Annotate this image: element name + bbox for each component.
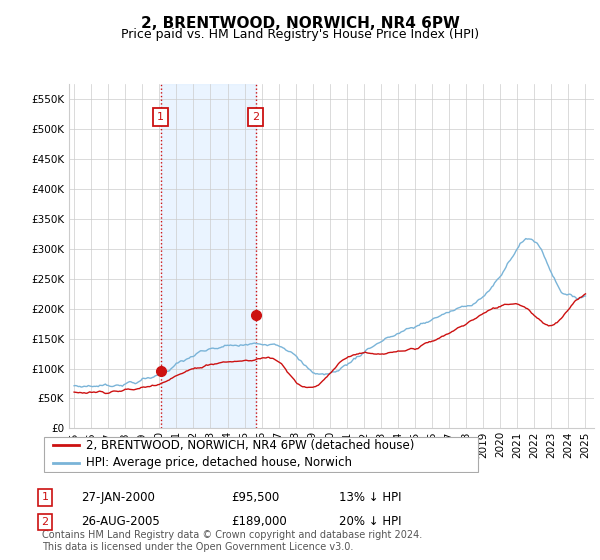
- Text: 2: 2: [41, 517, 49, 527]
- Bar: [161, 84, 256, 428]
- Text: 2, BRENTWOOD, NORWICH, NR4 6PW: 2, BRENTWOOD, NORWICH, NR4 6PW: [140, 16, 460, 31]
- Text: 13% ↓ HPI: 13% ↓ HPI: [339, 491, 401, 504]
- Text: 1: 1: [157, 112, 164, 122]
- Text: 2: 2: [252, 112, 259, 122]
- Text: Contains HM Land Registry data © Crown copyright and database right 2024.
This d: Contains HM Land Registry data © Crown c…: [42, 530, 422, 552]
- Text: 20% ↓ HPI: 20% ↓ HPI: [339, 515, 401, 529]
- Text: 27-JAN-2000: 27-JAN-2000: [81, 491, 155, 504]
- Text: 26-AUG-2005: 26-AUG-2005: [81, 515, 160, 529]
- Text: £189,000: £189,000: [231, 515, 287, 529]
- Text: 2, BRENTWOOD, NORWICH, NR4 6PW (detached house): 2, BRENTWOOD, NORWICH, NR4 6PW (detached…: [86, 439, 414, 452]
- Text: Price paid vs. HM Land Registry's House Price Index (HPI): Price paid vs. HM Land Registry's House …: [121, 28, 479, 41]
- Text: 1: 1: [41, 492, 49, 502]
- FancyBboxPatch shape: [44, 437, 478, 472]
- Text: HPI: Average price, detached house, Norwich: HPI: Average price, detached house, Norw…: [86, 456, 352, 469]
- Text: £95,500: £95,500: [231, 491, 279, 504]
